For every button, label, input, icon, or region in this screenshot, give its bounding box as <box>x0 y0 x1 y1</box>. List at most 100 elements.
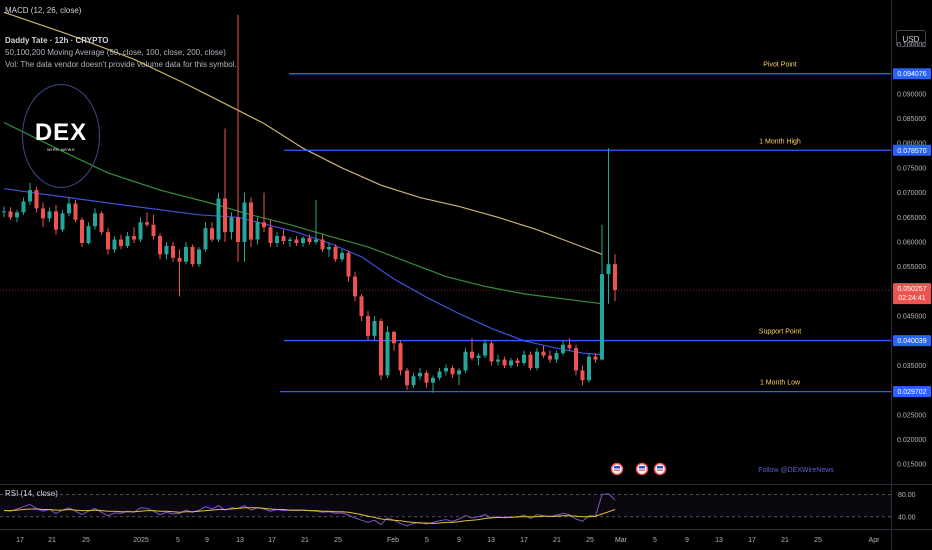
candle-body <box>119 239 123 246</box>
candle-body <box>275 236 279 243</box>
candle-body <box>2 211 6 213</box>
time-tick-label: 17 <box>268 537 276 544</box>
price-tick-label: 0.020000 <box>897 437 926 444</box>
candle-body <box>366 316 370 336</box>
event-flag-stripe <box>657 469 663 471</box>
candle-body <box>359 296 364 317</box>
time-tick-label: Feb <box>387 537 399 544</box>
candle-body <box>593 356 598 360</box>
price-tick-label: 0.025000 <box>897 412 926 419</box>
candle-body <box>41 208 45 219</box>
candle-body <box>8 211 13 218</box>
event-flag-icon <box>635 462 649 476</box>
candle-body <box>574 348 578 371</box>
candle-body <box>67 203 71 214</box>
level-price-tag <box>893 144 931 156</box>
ma-200-line <box>3 11 603 255</box>
level-price-tag-text: 0.040039 <box>897 338 926 345</box>
candle-body <box>288 239 292 242</box>
candle-body <box>255 222 260 240</box>
candle-body <box>437 371 442 378</box>
candle-body <box>606 264 611 275</box>
candle-body <box>320 239 325 250</box>
last-price-tag-text: 0.050257 <box>897 286 926 293</box>
candle-body <box>333 246 338 260</box>
candle-body <box>515 360 520 363</box>
last-price-tag <box>893 283 931 305</box>
candle-body <box>151 224 156 237</box>
follow-text: Follow @DEXWireNews <box>758 467 834 474</box>
candle-body <box>190 246 195 265</box>
candle-body <box>411 376 416 386</box>
event-flag-ring <box>610 462 624 476</box>
candle-body <box>268 227 273 243</box>
logo-word: DEX <box>34 119 88 146</box>
time-tick-label: 17 <box>520 537 528 544</box>
candle-body <box>548 355 552 360</box>
event-flag-ring <box>635 462 649 476</box>
candle-body <box>28 190 32 202</box>
candle-body <box>483 343 487 356</box>
currency-button[interactable]: USD <box>896 30 926 47</box>
candle-body <box>47 211 52 219</box>
rsi-tick-label: 40.00 <box>898 514 916 521</box>
price-tick-label: 0.075000 <box>897 165 926 172</box>
volume-label: Vol: The data vendor doesn't provide vol… <box>5 60 237 69</box>
level-price-tag <box>893 335 931 347</box>
candle-body <box>353 276 357 297</box>
price-tick-label: 0.045000 <box>897 314 926 321</box>
level-label: 1 Month High <box>759 138 801 145</box>
candle-body <box>294 239 299 243</box>
candle-body <box>307 238 312 242</box>
candle-body <box>424 372 429 383</box>
event-flag-icon <box>610 462 624 476</box>
time-tick-label: 25 <box>82 537 90 544</box>
rsi-ma-line <box>4 507 616 525</box>
rsi-label: RSI (14, close) <box>5 489 58 498</box>
level-price-tag-text: 0.029702 <box>897 389 926 396</box>
rsi-band <box>0 494 891 517</box>
candle-body <box>398 343 403 371</box>
candle-body <box>54 211 58 230</box>
candle-body <box>587 356 591 381</box>
candle-body <box>385 331 390 376</box>
dex-logo: DEX WIRE NEWS <box>22 84 102 190</box>
candle-body <box>158 236 162 255</box>
event-flag-ring <box>653 462 667 476</box>
candle-body <box>489 343 494 362</box>
time-tick-label: 5 <box>425 537 429 544</box>
candle-body <box>502 359 507 366</box>
candle-body <box>372 321 377 336</box>
time-tick-label: 21 <box>48 537 56 544</box>
candle-body <box>567 344 572 349</box>
candle-body <box>561 344 565 354</box>
ma-100-line <box>3 121 603 305</box>
candle-body <box>528 354 533 368</box>
candle-body <box>340 252 344 260</box>
price-tick-label: 0.015000 <box>897 462 926 469</box>
candle-body <box>15 212 19 218</box>
time-tick-label: 17 <box>16 537 24 544</box>
logo-ring <box>22 84 100 188</box>
candle-body <box>216 198 221 240</box>
candle-body <box>535 351 539 368</box>
time-tick-label: 25 <box>814 537 822 544</box>
price-tick-label: 0.090000 <box>897 91 926 98</box>
candle-body <box>138 222 143 240</box>
candle-body <box>34 190 39 209</box>
time-tick-label: 9 <box>205 537 209 544</box>
candle-body <box>392 331 396 344</box>
price-tick-label: 0.100000 <box>897 42 926 49</box>
macd-indicator-label: MACD (12, 26, close) <box>5 6 82 15</box>
candle-body <box>73 203 78 220</box>
candle-body <box>184 246 188 262</box>
time-tick-label: 21 <box>553 537 561 544</box>
candle-body <box>106 232 110 250</box>
level-price-tag <box>893 386 931 398</box>
candle-body <box>457 370 461 375</box>
time-tick-label: 5 <box>176 537 180 544</box>
price-tick-label: 0.070000 <box>897 190 926 197</box>
candle-body <box>613 264 617 290</box>
candle-body <box>463 351 468 371</box>
time-tick-label: 13 <box>487 537 495 544</box>
